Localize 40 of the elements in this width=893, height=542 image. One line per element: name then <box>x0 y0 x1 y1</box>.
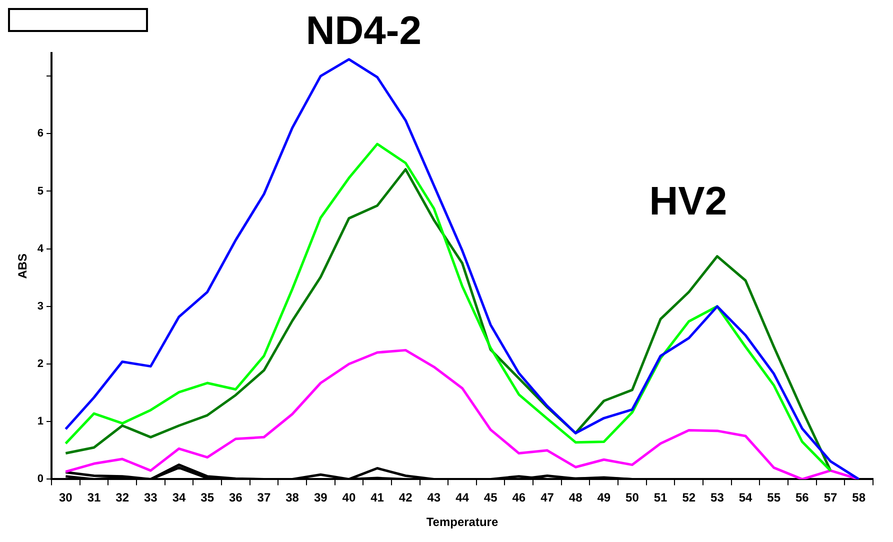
y-tick-label: 3 <box>37 300 44 312</box>
x-tick-label: 56 <box>796 490 810 505</box>
x-tick-label: 38 <box>286 490 300 505</box>
x-tick-label: 41 <box>370 490 384 505</box>
x-tick-label: 50 <box>626 490 640 505</box>
x-tick-label: 46 <box>512 490 526 505</box>
x-tick-label: 35 <box>200 490 214 505</box>
x-tick-label: 51 <box>654 490 668 505</box>
x-tick-label: 43 <box>427 490 441 505</box>
y-tick-label: 1 <box>37 416 44 428</box>
x-tick-label: 47 <box>540 490 554 505</box>
x-tick-label: 53 <box>710 490 724 505</box>
x-tick-label: 45 <box>484 490 498 505</box>
x-tick-label: 54 <box>738 490 753 505</box>
y-tick-label: 6 <box>37 128 44 140</box>
x-tick-label: 58 <box>852 490 866 505</box>
x-axis-title: Temperature <box>426 515 498 530</box>
annotation: HV2 <box>649 180 728 224</box>
x-tick-label: 31 <box>87 490 101 505</box>
x-tick-label: 39 <box>314 490 328 505</box>
x-tick-label: 42 <box>398 490 413 505</box>
y-tick-label: 2 <box>37 358 44 370</box>
x-tick-label: 40 <box>342 490 356 505</box>
x-tick-label: 34 <box>172 490 186 505</box>
x-tick-label: 55 <box>767 490 781 505</box>
y-tick-label: 4 <box>37 242 44 255</box>
x-tick-label: 44 <box>456 490 470 505</box>
x-tick-label: 36 <box>228 490 243 505</box>
y-tick-label: 5 <box>37 185 44 198</box>
y-axis-title: ABS <box>16 253 30 279</box>
y-tick-label: 0 <box>37 473 44 486</box>
x-tick-label: 49 <box>597 490 611 505</box>
x-tick-label: 48 <box>568 490 583 505</box>
x-tick-label: 30 <box>59 490 73 505</box>
x-tick-label: 57 <box>824 490 838 505</box>
x-tick-label: 37 <box>257 490 271 505</box>
x-tick-label: 32 <box>116 490 130 505</box>
x-tick-label: 33 <box>144 490 158 505</box>
annotation: ND4-2 <box>306 9 422 54</box>
x-tick-label: 52 <box>682 490 696 505</box>
